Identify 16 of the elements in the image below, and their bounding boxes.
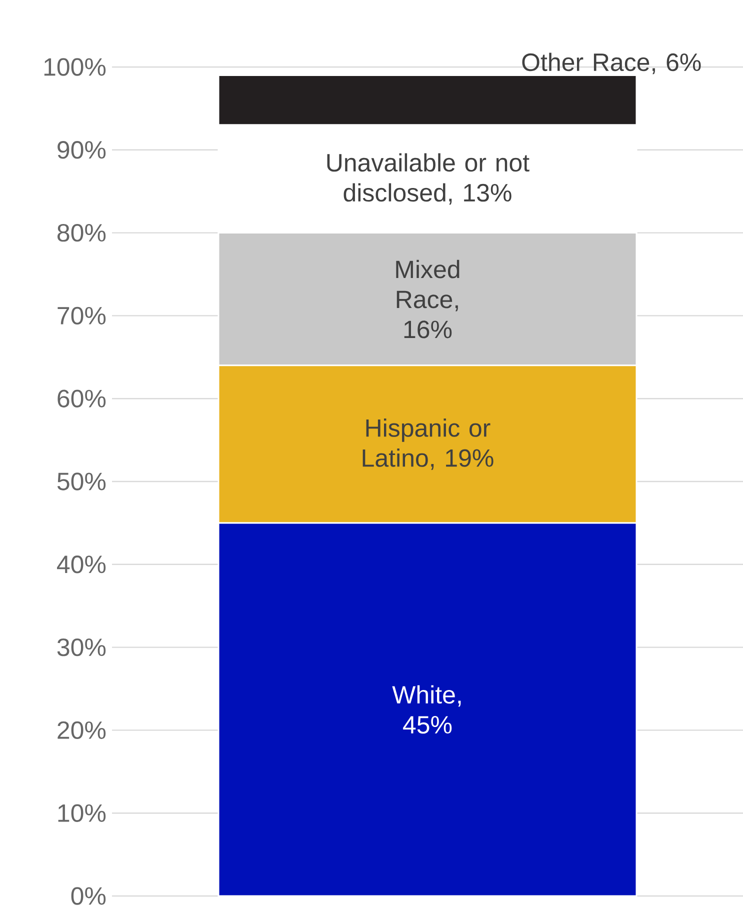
data-label: Other Race, 6% — [522, 52, 701, 74]
y-tick-label: 0% — [71, 887, 106, 905]
y-tick-label: 70% — [58, 306, 106, 325]
y-tick-label: 50% — [57, 472, 106, 490]
y-tick-label: 20% — [58, 721, 106, 740]
y-tick-label: 40% — [57, 556, 106, 574]
y-tick-label: 30% — [57, 638, 106, 656]
data-label: Mixed Race, 16% — [396, 260, 460, 338]
data-label: Unavailable or not disclosed, 13% — [327, 153, 530, 205]
y-tick-label: 100% — [44, 58, 106, 76]
data-label: White, 45% — [392, 685, 461, 734]
y-tick-label: 80% — [58, 224, 106, 242]
y-tick-label: 10% — [58, 804, 106, 822]
data-label: Hispanic or Latino, 19% — [362, 418, 494, 470]
y-tick-label: 90% — [58, 141, 106, 159]
y-tick-label: 60% — [58, 390, 106, 408]
